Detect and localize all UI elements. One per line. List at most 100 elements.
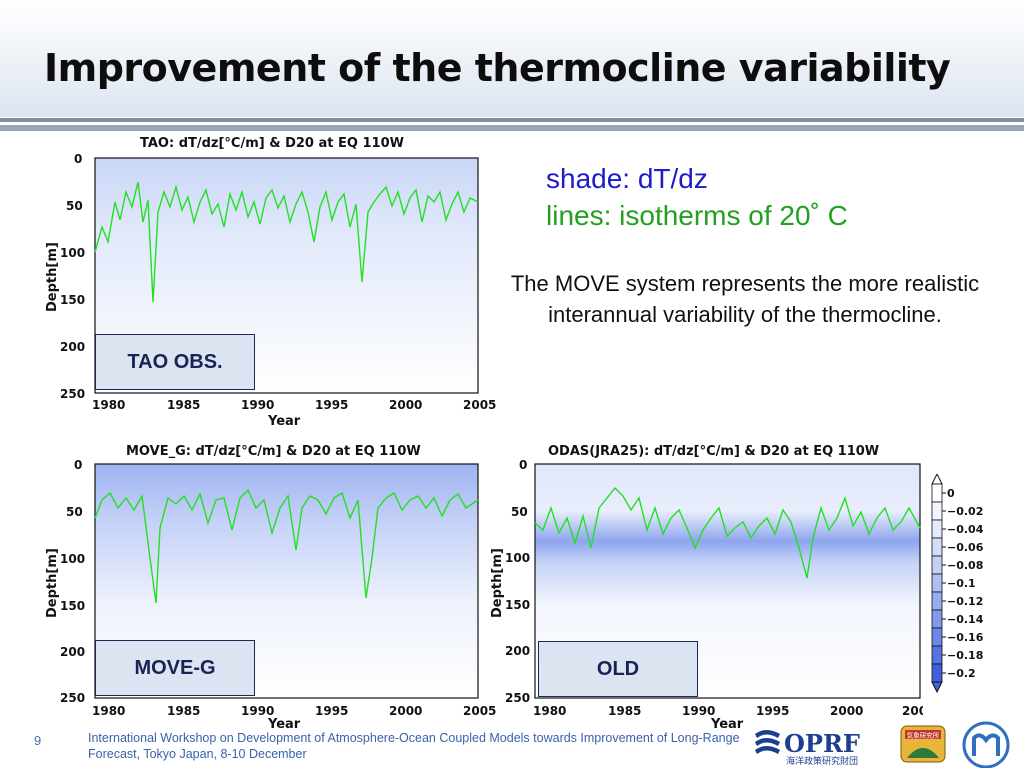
colorbar-segment — [931, 663, 943, 683]
y-tick-label: 100 — [60, 246, 85, 260]
isotherm-line — [94, 181, 479, 303]
y-tick-label: 0 — [74, 152, 82, 166]
y-axis-label: Depth[m] — [45, 242, 60, 312]
y-tick-label: 250 — [60, 387, 85, 401]
y-tick-label: 0 — [74, 458, 82, 472]
isotherm-line — [534, 486, 921, 579]
x-axis: 1980 1985 1990 1995 2000 2005 Year — [533, 704, 923, 732]
panel-label-tao: TAO OBS. — [95, 334, 255, 390]
y-tick-label: 100 — [505, 551, 530, 565]
y-tick-label: 150 — [505, 598, 530, 612]
title-bar — [0, 0, 1024, 117]
colorbar-label: −0.12 — [947, 595, 983, 608]
x-tick-label: 2005 — [463, 398, 496, 412]
slide-title: Improvement of the thermocline variabili… — [44, 46, 951, 90]
x-tick-label: 1990 — [241, 704, 274, 718]
colorbar-label: −0.16 — [947, 631, 984, 644]
colorbar-segment — [931, 573, 943, 593]
colorbar-segment — [931, 591, 943, 611]
oprf-logo: OPRF 海洋政策研究財団 — [755, 729, 860, 766]
x-tick-label: 2005 — [463, 704, 496, 718]
x-tick-label: 1995 — [315, 398, 348, 412]
x-tick-label: 1995 — [315, 704, 348, 718]
colorbar-label: −0.1 — [947, 577, 976, 590]
colorbar: 0 −0.02 −0.04 −0.06 −0.08 −0.1 −0.12 −0.14 −0.16… — [931, 474, 984, 694]
title-rule — [0, 118, 1024, 122]
description-text: The MOVE system represents the more real… — [510, 271, 980, 327]
y-axis: 0 50 100 150 200 250 Depth[m] — [45, 458, 85, 705]
panel-label-move-g: MOVE-G — [95, 640, 255, 696]
colorbar-label: −0.08 — [947, 559, 983, 572]
y-tick-label: 200 — [60, 340, 85, 354]
m-logo — [962, 721, 1010, 768]
oprf-logo-subtext: 海洋政策研究財団 — [786, 755, 858, 766]
colorbar-top-arrow — [931, 474, 943, 485]
mountain-icon — [907, 748, 939, 758]
x-tick-label: 2000 — [389, 398, 422, 412]
x-tick-label: 1985 — [608, 704, 641, 718]
title-rule-thick — [0, 125, 1024, 131]
shade-legend-text: shade: dT/dz — [546, 163, 708, 194]
colorbar-segment — [931, 501, 943, 521]
x-tick-label: 2000 — [830, 704, 863, 718]
x-tick-label: 1985 — [167, 704, 200, 718]
x-axis: 1980 1985 1990 1995 2000 2005 Year — [92, 704, 496, 732]
jma-logo: 気象研究所 — [900, 725, 946, 763]
colorbar-bottom-arrow — [931, 681, 943, 694]
x-tick-label: 2000 — [389, 704, 422, 718]
colorbar-segment — [931, 537, 943, 557]
y-axis-label: Depth[m] — [490, 548, 505, 618]
y-tick-label: 0 — [519, 458, 527, 472]
y-axis-label: Depth[m] — [45, 548, 60, 618]
y-tick-label: 250 — [505, 691, 530, 705]
y-tick-label: 250 — [60, 691, 85, 705]
panel-label-old: OLD — [538, 641, 698, 697]
y-tick-label: 50 — [511, 505, 528, 519]
chart-title: TAO: dT/dz[°C/m] & D20 at EQ 110W — [140, 136, 404, 151]
y-axis: 0 50 100 150 200 250 Depth[m] — [490, 458, 530, 705]
oprf-logo-text: OPRF — [784, 729, 860, 758]
colorbar-segment — [931, 483, 943, 503]
colorbar-segment — [931, 555, 943, 575]
jma-logo-text: 気象研究所 — [907, 731, 940, 740]
wave-icon — [755, 730, 780, 754]
x-axis: 1980 1985 1990 1995 2000 2005 Year — [92, 398, 496, 429]
colorbar-label: −0.2 — [947, 667, 976, 680]
y-tick-label: 150 — [60, 599, 85, 613]
colorbar-label: −0.18 — [947, 649, 983, 662]
colorbar-label: −0.02 — [947, 505, 983, 518]
x-tick-label: 1980 — [92, 398, 125, 412]
colorbar-segment — [931, 645, 943, 665]
x-tick-label: 1980 — [533, 704, 566, 718]
x-tick-label: 1995 — [756, 704, 789, 718]
lines-legend-text: lines: isotherms of 20˚ C — [546, 200, 848, 231]
colorbar-segment — [931, 609, 943, 629]
y-tick-label: 150 — [60, 293, 85, 307]
colorbar-label: −0.06 — [947, 541, 984, 554]
x-tick-label: 2005 — [902, 704, 923, 718]
x-axis-label: Year — [267, 717, 301, 732]
y-tick-label: 100 — [60, 552, 85, 566]
colorbar-label: −0.04 — [947, 523, 984, 536]
footer-text: International Workshop on Development of… — [88, 731, 740, 761]
y-tick-label: 50 — [66, 505, 83, 519]
page-number: 9 — [34, 733, 42, 748]
colorbar-label: 0 — [947, 487, 955, 500]
x-axis-label: Year — [710, 717, 744, 732]
chart-title: MOVE_G: dT/dz[°C/m] & D20 at EQ 110W — [126, 444, 421, 459]
y-tick-label: 200 — [505, 644, 530, 658]
colorbar-segment — [931, 519, 943, 539]
x-tick-label: 1985 — [167, 398, 200, 412]
x-tick-label: 1990 — [241, 398, 274, 412]
colorbar-label: −0.14 — [947, 613, 984, 626]
y-axis: 0 50 100 150 200 250 Depth[m] — [45, 152, 85, 401]
colorbar-segment — [931, 627, 943, 647]
isotherm-line — [94, 488, 479, 604]
x-tick-label: 1990 — [682, 704, 715, 718]
chart-title: ODAS(JRA25): dT/dz[°C/m] & D20 at EQ 110… — [548, 444, 879, 459]
y-tick-label: 200 — [60, 645, 85, 659]
x-axis-label: Year — [267, 414, 301, 429]
y-tick-label: 50 — [66, 199, 83, 213]
m-icon — [972, 733, 1000, 756]
x-tick-label: 1980 — [92, 704, 125, 718]
